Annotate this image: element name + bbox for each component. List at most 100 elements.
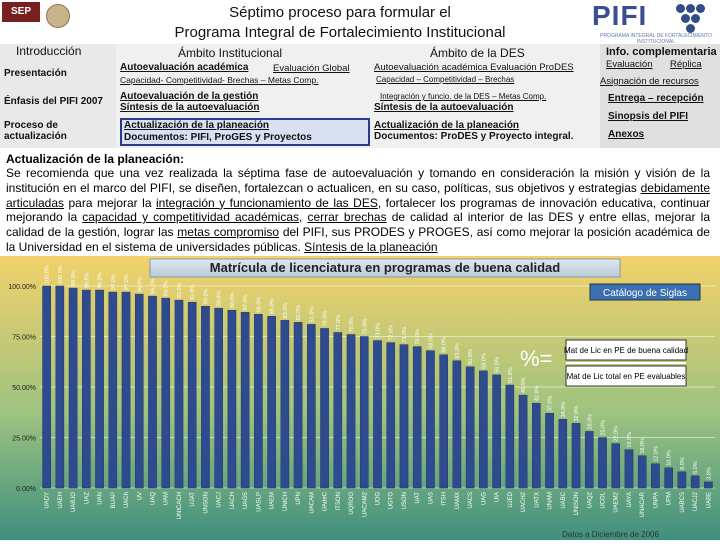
bar-value-label: 16.0% [640,438,646,454]
bar-value-label: 86.0% [256,297,262,313]
selected-item-frame[interactable]: Actualización de la planeación Documento… [120,118,370,146]
nav-item-autoevaluacion-des[interactable]: Autoevaluación académica Evaluación ProD… [374,62,574,73]
pifi-label: PIFI [592,0,648,31]
x-tick-label: UADY [45,492,51,509]
bar-UAN [95,289,104,489]
bar-value-label: 37.0% [548,396,554,412]
x-tick-label: UAEM2 [614,491,620,512]
nav-item-integracion-des[interactable]: Integración y funcio. de la DES – Metas … [380,92,547,101]
bar-UAZ [82,289,91,489]
x-tick-label: UAdeC [323,491,329,511]
bar-value-label: 75.0% [362,319,368,335]
bar-UPN [293,322,303,489]
bar-UABJO [68,287,78,489]
bar-value-label: 81.0% [309,307,315,323]
nav-item-sintesis-des[interactable]: Síntesis de la autoevaluación [374,102,514,113]
x-tick-label: UAZ [84,492,90,504]
x-tick-label: UACJ [217,492,223,508]
bar-UACH [227,310,237,489]
nav-item-capacidad-des[interactable]: Capacidad – Competitividad – Brechas [376,75,515,84]
x-tick-label: UAS [428,492,434,504]
nav-item-autoevaluacion-gestion[interactable]: Autoevaluación de la gestión [120,91,259,102]
bar-UACh [121,291,131,489]
bar-value-label: 46.0% [521,377,527,393]
nav-column-intro: Introducción Presentación Énfasis del PI… [0,44,116,148]
x-tick-label: UCOL [601,491,607,508]
x-tick-label: UNICH [283,492,289,511]
pifi-logo[interactable]: PIFI PROGRAMA INTEGRAL DE FORTALECIMIENT… [592,0,720,45]
legend-box[interactable]: Catálogo de Siglas [589,283,701,301]
x-tick-label: UIA [495,492,501,502]
content-text-6: del PIFI, sus PRODES y PROGES, así como … [6,225,710,254]
link-sintesis-planeacion[interactable]: Síntesis de la planeación [304,239,438,254]
formula-percent: %= [520,346,552,371]
bar-UAYA [624,449,634,489]
link-metas-compromiso[interactable]: metas compromiso [177,225,280,240]
nav-item-actualizacion[interactable]: actualización [4,131,67,142]
bar-value-label: 3.0% [706,467,712,480]
nav-item-anexos[interactable]: Anexos [608,129,645,140]
formula-numerator: Mat de Lic en PE de buena calidad [564,346,688,355]
bar-value-label: 6.0% [693,461,699,474]
bar-value-label: 22.0% [614,426,620,442]
x-tick-label: UJAT [190,492,196,507]
nav-item-documentos-pifi[interactable]: Documentos: PIFI, ProGES y Proyectos [124,132,312,143]
link-capacidad-competitividad[interactable]: capacidad y competitividad académicas [82,210,300,225]
x-tick-label: UAM [164,492,170,505]
nav-item-proceso[interactable]: Proceso de [4,120,58,131]
y-axis-ticks: 0.00% 25.00% 50.00% 75.00% 100.00% [8,284,36,493]
nav-item-evaluacion[interactable]: Evaluación [606,59,653,70]
nav-item-presentacion[interactable]: Presentación [4,68,67,79]
bar-UAdeC [320,328,329,489]
nav-item-replica[interactable]: Réplica [670,59,702,70]
bar-UABE [704,481,713,489]
nav-item-evaluacion-global[interactable]: Evaluación Global [273,63,350,74]
bar-UACS [465,366,475,489]
bar-value-label: 96.0% [137,276,143,292]
x-tick-label: UNAM [548,492,554,510]
x-axis-labels: UADY UAEH UABJO UAZ UAN BUAP UACh UV UAQ UAM UNICA… [45,491,713,519]
nav-item-actualizacion-planeacion[interactable]: Actualización de la planeación [124,120,270,131]
x-tick-label: UACH2 [521,491,527,512]
bar-value-label: 63.0% [455,343,461,359]
bar-value-label: 100.0% [45,265,51,284]
nav-item-capacidad[interactable]: Capacidad- Competitividad- Brechas – Met… [120,75,319,85]
nav-item-documentos-prodes[interactable]: Documentos: ProDES y Proyecto integral. [374,131,574,142]
x-tick-label: ITSH [442,492,448,506]
nav-item-enfasis[interactable]: Énfasis del PIFI 2007 [4,96,103,107]
bar-ITSON [333,332,343,489]
legend-title[interactable]: Catálogo de Siglas [603,288,687,299]
x-tick-label: UNICACH [177,492,183,519]
content-text-4: , [299,210,308,225]
link-integracion-des[interactable]: integración y funcionamiento de las DES [155,195,378,210]
pifi-subtitle: PROGRAMA INTEGRAL DE FORTALECIMIENTO INS… [600,33,712,45]
bar-BUAP [108,291,118,489]
nav-column-des: Ámbito de la DES Autoevaluación académic… [372,44,597,148]
bar-value-label: 70.0% [415,329,421,345]
x-tick-label: UABJO [71,492,77,512]
link-debidamente-articuladas[interactable]: debidamente articuladas [6,180,710,210]
page-title-line2: Programa Integral de Fortalecimiento Ins… [174,24,506,41]
nav-item-sintesis-autoevaluacion[interactable]: Síntesis de la autoevaluación [120,102,260,113]
x-tick-label: USON [402,492,408,509]
bar-value-label: 58.0% [481,353,487,369]
bar-value-label: 79.0% [323,311,329,327]
bar-UACH2 [518,394,528,489]
bar-value-label: 85.0% [270,299,276,315]
x-tick-label: UAYA [627,492,633,507]
bar-UNACAR [637,455,647,489]
bar-UJAT [187,301,197,489]
nav-item-asignacion[interactable]: Asignación de recursos [600,76,699,87]
x-tick-label: UPM [667,492,673,505]
sep-logo[interactable]: SEP [2,2,74,40]
nav-item-entrega[interactable]: Entrega – recepción [608,93,704,104]
bar-ITSH [439,354,448,489]
bar-UPM [664,467,673,489]
nav-item-sinopsis[interactable]: Sinopsis del PIFI [608,111,689,122]
nav-item-autoevaluacion-academica[interactable]: Autoevaluación académica [120,62,249,73]
x-tick-label: UABC [561,491,567,508]
link-cerrar-brechas[interactable]: cerrar brechas [307,210,387,225]
nav-item-actualizacion-des[interactable]: Actualización de la planeación [374,120,520,131]
x-tick-label: UACAM [309,492,315,514]
footer-date: Datos a Diciembre de 2006 [562,530,659,539]
